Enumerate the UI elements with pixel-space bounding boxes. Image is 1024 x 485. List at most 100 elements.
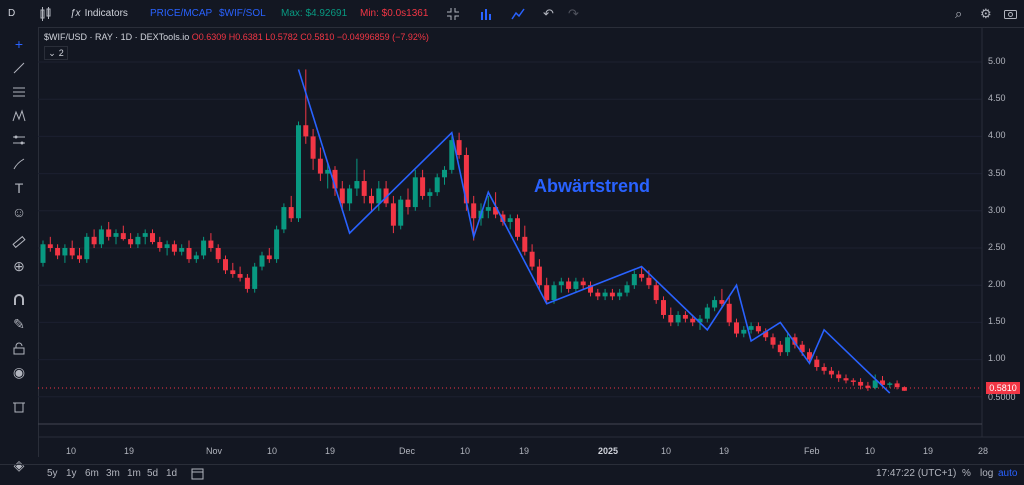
indicators-button[interactable]: ƒx Indicators bbox=[70, 0, 128, 27]
candle-body bbox=[317, 158, 323, 174]
emoji-tool[interactable]: ☺ bbox=[9, 202, 29, 222]
goto-date-button[interactable] bbox=[191, 467, 204, 483]
candle-type-button[interactable] bbox=[38, 0, 52, 27]
legend-symbol[interactable]: $WIF/USD · RAY · 1D · DEXTools.io bbox=[44, 32, 190, 42]
settings-button[interactable]: ⚙ bbox=[980, 0, 992, 27]
snapshot-button[interactable] bbox=[1004, 0, 1017, 27]
candle-body bbox=[223, 259, 228, 271]
candle-body bbox=[609, 292, 615, 297]
price-label: 1.50 bbox=[988, 316, 1006, 326]
lock-tool[interactable] bbox=[9, 338, 29, 358]
auto-toggle[interactable]: auto bbox=[998, 468, 1018, 479]
lock-drawing-tool[interactable]: ✎ bbox=[9, 314, 29, 334]
pattern-tool[interactable] bbox=[9, 106, 29, 126]
text-tool[interactable]: T bbox=[9, 178, 29, 198]
trash-icon bbox=[13, 402, 25, 412]
candle-body bbox=[208, 240, 214, 248]
range-1y[interactable]: 1y bbox=[66, 468, 77, 479]
pair-toggle[interactable]: $WIF/SOL bbox=[219, 8, 266, 19]
log-toggle[interactable]: log bbox=[980, 468, 994, 479]
trendline-tool[interactable] bbox=[9, 58, 29, 78]
quick-search-button[interactable]: ⌕ bbox=[955, 0, 962, 27]
range-5y[interactable]: 5y bbox=[47, 468, 58, 479]
candle-body bbox=[507, 218, 513, 222]
candle-body bbox=[675, 314, 681, 323]
candle-body bbox=[485, 207, 491, 211]
time-label: 19 bbox=[519, 446, 530, 456]
candle-body bbox=[843, 378, 849, 381]
clock[interactable]: 17:47:22 (UTC+1) bbox=[876, 468, 957, 479]
trendline-icon bbox=[13, 62, 25, 74]
candle-body bbox=[580, 281, 586, 286]
projection-tool[interactable] bbox=[9, 130, 29, 150]
remove-drawings-tool[interactable] bbox=[9, 396, 29, 416]
candle-body bbox=[690, 318, 696, 323]
compare-button[interactable] bbox=[511, 0, 525, 27]
indicators-label: Indicators bbox=[84, 8, 128, 19]
candle-body bbox=[558, 281, 564, 286]
candle-body bbox=[390, 203, 396, 226]
candle-body bbox=[230, 270, 236, 275]
candle-body bbox=[281, 207, 287, 230]
range-6m[interactable]: 6m bbox=[85, 468, 99, 479]
ruler-icon bbox=[12, 235, 26, 249]
candle-body bbox=[821, 367, 827, 371]
candle-body bbox=[807, 352, 812, 360]
symbol-search-button[interactable]: D bbox=[8, 8, 16, 19]
candle-body bbox=[296, 125, 301, 219]
candle-body bbox=[274, 229, 280, 260]
candle-body bbox=[98, 229, 104, 245]
range-1m[interactable]: 1m bbox=[127, 468, 141, 479]
candle-body bbox=[639, 274, 645, 278]
trend-annotation[interactable]: Abwärtstrend bbox=[534, 176, 651, 196]
last-price-badge: 0.5810 bbox=[986, 382, 1020, 394]
price-label: 4.00 bbox=[988, 130, 1006, 140]
collapse-count: 2 bbox=[58, 48, 64, 58]
candle-body bbox=[347, 188, 353, 204]
range-1d[interactable]: 1d bbox=[166, 468, 178, 479]
candle-body bbox=[427, 192, 433, 196]
chart-legend: $WIF/USD · RAY · 1D · DEXTools.io O0.630… bbox=[44, 32, 429, 42]
candle-body bbox=[398, 199, 404, 226]
candle-body bbox=[682, 314, 688, 319]
candle-body bbox=[631, 274, 637, 286]
redo-button[interactable]: ↷ bbox=[568, 0, 579, 27]
candle-body bbox=[215, 248, 221, 260]
time-label: 28 bbox=[978, 446, 989, 456]
projection-icon bbox=[13, 135, 25, 145]
price-mcap-toggle[interactable]: PRICE/MCAP bbox=[150, 8, 213, 19]
legend-collapse-button[interactable]: ⌄ 2 bbox=[44, 46, 68, 60]
range-3m[interactable]: 3m bbox=[106, 468, 120, 479]
function-icon: ƒx bbox=[70, 8, 81, 19]
candle-body bbox=[244, 277, 250, 289]
candle-body bbox=[668, 314, 674, 323]
candle-body bbox=[369, 195, 374, 204]
time-label: 19 bbox=[923, 446, 934, 456]
brush-tool[interactable] bbox=[9, 154, 29, 174]
time-label: 10 bbox=[460, 446, 471, 456]
time-label: 19 bbox=[325, 446, 336, 456]
range-5d[interactable]: 5d bbox=[147, 468, 159, 479]
candle-body bbox=[726, 303, 732, 323]
candle-body bbox=[186, 248, 192, 260]
fullscreen-button[interactable] bbox=[447, 0, 459, 27]
percent-toggle[interactable]: % bbox=[962, 468, 971, 479]
undo-button[interactable]: ↶ bbox=[543, 0, 554, 27]
price-label: 2.50 bbox=[988, 242, 1006, 252]
magnet-tool[interactable] bbox=[9, 290, 29, 310]
candle-body bbox=[712, 300, 718, 308]
fib-tool[interactable] bbox=[9, 82, 29, 102]
candle-body bbox=[500, 214, 506, 222]
candle-body bbox=[164, 244, 170, 248]
candle-body bbox=[588, 285, 593, 293]
zoom-tool[interactable]: ⊕ bbox=[9, 256, 29, 276]
candle-body bbox=[150, 233, 155, 243]
visibility-tool[interactable]: ◉ bbox=[9, 362, 29, 382]
candle-body bbox=[617, 292, 623, 297]
candle-body bbox=[471, 203, 477, 219]
chart-layout-button[interactable] bbox=[480, 0, 494, 27]
crosshair-tool[interactable]: + bbox=[9, 34, 29, 54]
ruler-tool[interactable] bbox=[9, 232, 29, 252]
candle-body bbox=[193, 255, 199, 260]
